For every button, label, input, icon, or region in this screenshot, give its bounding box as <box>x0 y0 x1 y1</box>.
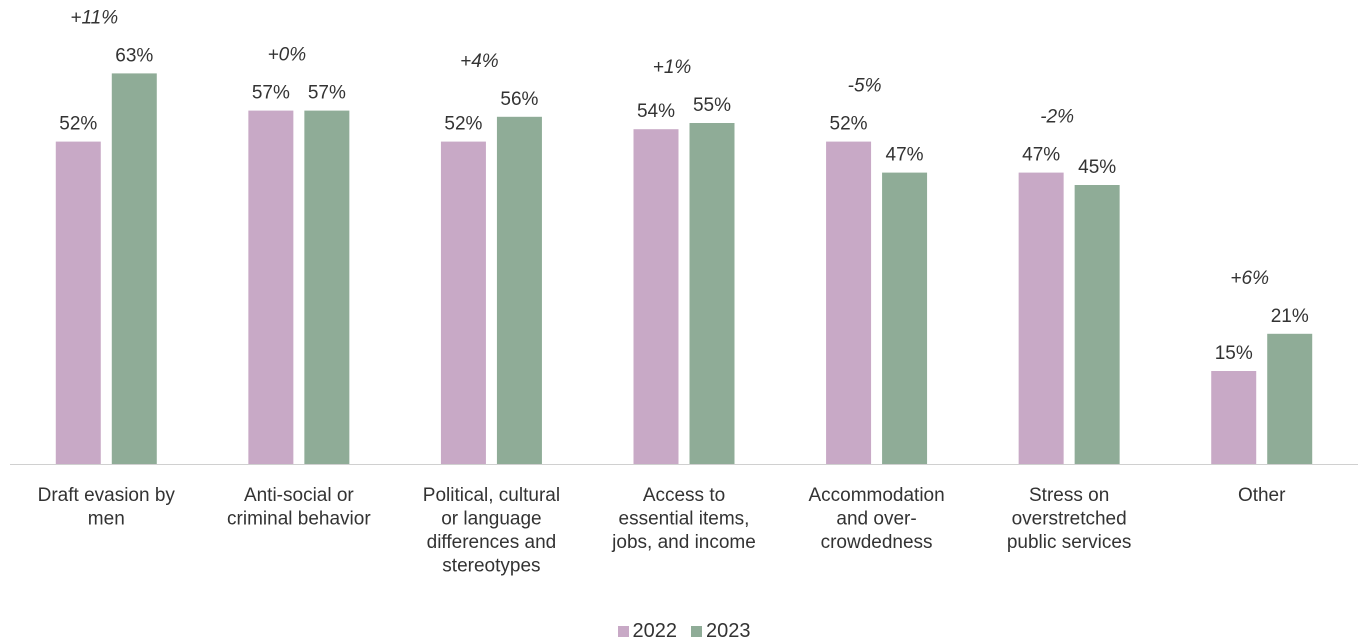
data-label-2023-5: 45% <box>1078 157 1116 178</box>
data-label-2023-3: 55% <box>693 95 731 116</box>
chart-legend: 2022 2023 <box>0 620 1368 643</box>
data-label-2022-1: 57% <box>252 83 290 104</box>
bar-2022-0 <box>55 141 101 464</box>
bar-2023-0 <box>111 73 157 465</box>
data-label-2023-2: 56% <box>500 89 538 110</box>
category-label-1-line-0: Anti-social or <box>244 485 354 506</box>
legend-item-2022: 2022 <box>617 620 678 643</box>
category-label-2-line-2: differences and <box>427 532 557 553</box>
bar-2023-6 <box>1267 333 1313 464</box>
category-label-5-line-0: Stress on <box>1029 485 1109 506</box>
bar-2023-3 <box>689 123 735 464</box>
bar-2022-5 <box>1018 172 1064 464</box>
category-label-0-line-1: men <box>88 509 125 530</box>
data-label-2023-4: 47% <box>886 145 924 166</box>
category-label-0-line-0: Draft evasion by <box>38 485 176 506</box>
category-label-2-line-3: stereotypes <box>442 556 540 577</box>
bar-2023-1 <box>304 110 350 464</box>
change-label-0: +11% <box>70 7 118 28</box>
category-label-3-line-1: essential items, <box>619 509 750 530</box>
category-label-4-line-1: and over- <box>836 509 916 530</box>
bar-2023-5 <box>1074 185 1120 464</box>
category-label-4-line-0: Accommodation <box>808 485 944 506</box>
change-label-5: -2% <box>1040 107 1074 128</box>
legend-label-2023: 2023 <box>706 620 751 642</box>
change-label-4: -5% <box>848 76 882 97</box>
bar-2022-2 <box>440 141 486 464</box>
data-label-2023-0: 63% <box>115 45 153 66</box>
category-label-1-line-1: criminal behavior <box>227 509 371 530</box>
bar-2022-4 <box>826 141 872 464</box>
change-label-1: +0% <box>268 45 307 66</box>
category-label-4-line-2: crowdedness <box>821 532 933 553</box>
category-label-3-line-0: Access to <box>643 485 725 506</box>
category-label-5-line-1: overstretched <box>1012 509 1127 530</box>
bar-2022-6 <box>1211 371 1257 464</box>
data-label-2022-3: 54% <box>637 101 675 122</box>
bar-2022-1 <box>248 110 294 464</box>
category-label-2-line-1: or language <box>441 509 541 530</box>
change-label-6: +6% <box>1230 268 1269 289</box>
data-label-2022-6: 15% <box>1215 343 1253 364</box>
bar-2023-2 <box>496 116 542 465</box>
bar-2023-4 <box>882 172 928 464</box>
category-label-6-line-0: Other <box>1238 485 1286 506</box>
change-label-3: +1% <box>653 57 692 78</box>
legend-swatch-2023 <box>691 626 702 637</box>
data-label-2022-5: 47% <box>1022 145 1060 166</box>
category-label-3-line-2: jobs, and income <box>611 532 756 553</box>
data-label-2023-1: 57% <box>308 83 346 104</box>
category-label-5-line-2: public services <box>1007 532 1132 553</box>
legend-label-2022: 2022 <box>632 620 678 642</box>
legend-item-2023: 2023 <box>691 620 751 643</box>
legend-swatch-2022 <box>617 626 629 637</box>
change-label-2: +4% <box>460 51 499 72</box>
data-label-2022-2: 52% <box>444 114 482 135</box>
data-label-2022-0: 52% <box>59 114 97 135</box>
bar-2022-3 <box>633 129 679 464</box>
data-label-2022-4: 52% <box>830 114 868 135</box>
category-label-2-line-0: Political, cultural <box>423 485 560 506</box>
data-label-2023-6: 21% <box>1271 306 1309 327</box>
